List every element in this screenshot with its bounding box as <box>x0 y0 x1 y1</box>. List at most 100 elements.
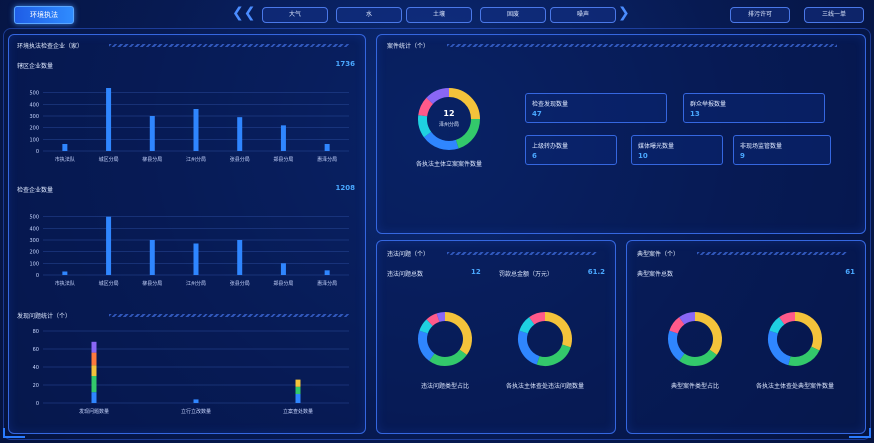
donut-slice <box>444 312 472 355</box>
donut-slice <box>694 312 722 355</box>
x-tick-label: 市执法队 <box>55 156 75 163</box>
stat-value: 6 <box>532 152 537 160</box>
stat-label: 检查发现数量 <box>532 101 569 108</box>
district-bar-chart: 0 100 200 300 400 500 市执法队 城区分局 柳县分局 江州分局 张县分局 郑县分局… <box>9 75 365 185</box>
bar <box>324 270 330 275</box>
inspect-total: 1208 <box>335 184 355 192</box>
stack-segment <box>295 394 301 403</box>
inspect-label: 检查企业数量 <box>17 187 54 194</box>
y-tick-label: 400 <box>29 226 39 232</box>
donut-slice <box>519 317 535 334</box>
outer-frame <box>3 28 871 440</box>
district-label: 辖区企业数量 <box>17 63 54 70</box>
donut-slice <box>544 312 572 348</box>
violation-count: 12 <box>471 268 481 276</box>
donut-slice <box>426 313 440 327</box>
x-tick-label: 城区分局 <box>99 280 119 287</box>
y-tick-label: 500 <box>29 215 39 221</box>
inspect-bar-chart: 0 100 200 300 400 500 市执法队 城区分局 柳县分局 江州分局 张县分局 郑县分局… <box>9 199 365 309</box>
inspect-chart-svg: 0 100 200 300 400 500 市执法队 城区分局 柳县分局 江州分局 张县分局 郑县分局… <box>29 215 349 287</box>
donut-slice <box>518 330 540 365</box>
y-tick-label: 300 <box>29 238 39 244</box>
violation-panel: 违法问题（个） 违法问题总数 12 罚款总金额（万元） 61.2 违法问题类型占… <box>376 240 616 434</box>
x-tick-label: 惠泽分局 <box>317 280 337 287</box>
y-tick-label: 400 <box>29 102 39 108</box>
case-stripe <box>447 44 837 47</box>
y-tick-label: 100 <box>29 137 39 143</box>
case-panel: 案件统计（个） 12 泽州分局 各执法主体立案案件数量 检查发现数量 47 群众… <box>376 34 866 234</box>
tab-solid-waste[interactable]: 固废 <box>480 7 546 23</box>
stat-label: 媒体曝光数量 <box>638 143 675 150</box>
violation-title: 违法问题（个） <box>387 251 430 258</box>
violation-type-donut <box>418 312 472 366</box>
stack-segment <box>193 399 199 403</box>
x-tick-label: 张县分局 <box>230 156 250 163</box>
y-tick-label: 0 <box>36 149 39 155</box>
corner-decoration <box>3 428 25 438</box>
bar <box>237 240 243 275</box>
donut-slice <box>419 319 433 334</box>
tab-three-lines[interactable]: 三线一单 <box>804 7 864 23</box>
issues-bar-chart: 0 20 40 60 80 发现问题数量 立行立改数量 立案查处数量 <box>9 325 365 425</box>
donut-slice <box>794 312 822 351</box>
donut-slice <box>779 312 796 325</box>
y-tick-label: 100 <box>29 261 39 267</box>
stat-value: 13 <box>690 110 700 118</box>
issues-title: 发现问题统计（个） <box>17 313 72 320</box>
violation-stripe <box>447 252 597 255</box>
donut-slice <box>679 312 696 325</box>
donut-slice <box>455 118 480 149</box>
x-tick-label: 郑县分局 <box>273 280 293 287</box>
bar <box>106 88 112 151</box>
stat-report: 群众举报数量 13 <box>683 93 825 123</box>
fine-label: 罚款总金额（万元） <box>499 271 554 278</box>
case-donut-value: 12 <box>443 109 455 118</box>
tab-noise[interactable]: 噪声 <box>550 7 616 23</box>
violation-donut1-caption: 违法问题类型占比 <box>420 383 469 390</box>
donut-slice <box>436 312 446 322</box>
typical-stripe <box>697 252 847 255</box>
tab-soil[interactable]: 土壤 <box>406 7 472 23</box>
tab-air[interactable]: 大气 <box>262 7 328 23</box>
y-tick-label: 500 <box>29 91 39 97</box>
donut-slice <box>768 330 791 366</box>
donut-slice <box>418 330 435 361</box>
x-tick-label: 立案查处数量 <box>283 408 313 415</box>
y-tick-label: 80 <box>33 329 39 335</box>
chevron-left-icon[interactable]: ❮❮ <box>232 5 256 21</box>
donut-slice <box>448 88 480 120</box>
x-tick-label: 张县分局 <box>230 280 250 287</box>
donut-slice <box>679 349 717 366</box>
bar <box>149 116 155 151</box>
bar <box>62 271 68 275</box>
chevron-right-icon[interactable]: ❯ <box>618 5 630 21</box>
typical-donut2-caption: 各执法主体查处典型案件数量 <box>755 383 834 390</box>
typical-subject-donut <box>768 312 822 366</box>
district-chart-svg: 0 100 200 300 400 500 市执法队 城区分局 柳县分局 江州分局 张县分局 郑县分局… <box>29 88 349 163</box>
bar <box>237 117 243 151</box>
x-tick-label: 市执法队 <box>55 280 75 287</box>
x-tick-label: 江州分局 <box>186 156 206 163</box>
panel-title: 环境执法检查企业（家） <box>17 43 84 50</box>
bar <box>62 144 68 151</box>
donut-slice <box>669 317 685 334</box>
stat-label: 非现场监管数量 <box>740 143 783 150</box>
stat-offsite: 非现场监管数量 9 <box>733 135 831 165</box>
stat-transfer: 上级转办数量 6 <box>525 135 617 165</box>
stat-label: 上级转办数量 <box>532 143 569 150</box>
y-tick-label: 0 <box>36 401 39 407</box>
home-tab[interactable]: 环境执法 <box>14 6 74 24</box>
case-title: 案件统计（个） <box>387 43 430 50</box>
stat-label: 群众举报数量 <box>690 101 727 108</box>
stat-value: 47 <box>532 110 542 118</box>
issues-stripe <box>109 314 349 317</box>
typical-donut1-caption: 典型案件类型占比 <box>670 383 719 390</box>
donut-slice <box>423 131 459 150</box>
y-tick-label: 300 <box>29 114 39 120</box>
y-tick-label: 200 <box>29 126 39 132</box>
tab-discharge-permit[interactable]: 排污许可 <box>730 7 790 23</box>
bar <box>193 243 199 275</box>
stat-media: 媒体曝光数量 10 <box>631 135 723 165</box>
stack-segment <box>295 379 301 387</box>
tab-water[interactable]: 水 <box>336 7 402 23</box>
